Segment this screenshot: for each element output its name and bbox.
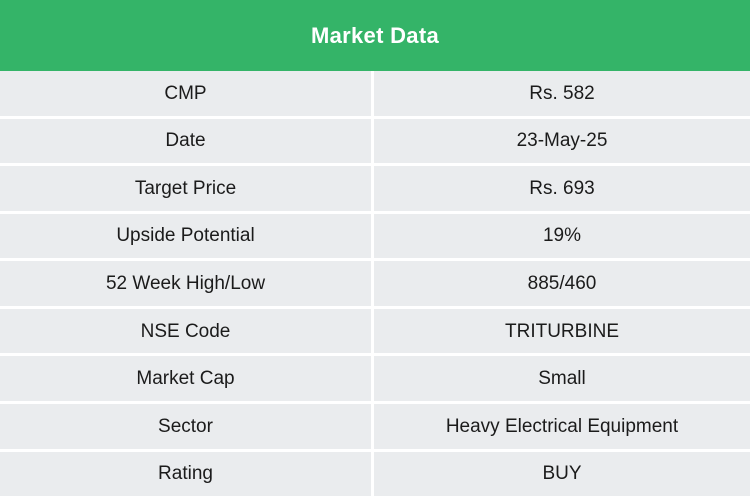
row-value: Rs. 582 bbox=[374, 71, 750, 116]
row-label: Market Cap bbox=[0, 356, 371, 401]
row-label: Date bbox=[0, 118, 371, 164]
row-value: Small bbox=[374, 356, 750, 401]
table-title: Market Data bbox=[310, 22, 440, 48]
row-value: Rs. 693 bbox=[374, 166, 750, 211]
row-label: 52 Week High/Low bbox=[0, 261, 371, 306]
row-value: TRITURBINE bbox=[374, 308, 750, 354]
table-row: Date 23-May-25 bbox=[0, 118, 750, 164]
row-label: Upside Potential bbox=[0, 213, 371, 259]
row-value: 885/460 bbox=[374, 261, 750, 306]
row-value: 19% bbox=[374, 213, 750, 259]
row-label: CMP bbox=[0, 71, 371, 116]
table-body: CMP Rs. 582 Date 23-May-25 Target Price … bbox=[0, 71, 750, 499]
row-label: NSE Code bbox=[0, 308, 371, 354]
table-header: Market Data bbox=[0, 0, 750, 71]
row-label: Sector bbox=[0, 403, 371, 449]
row-label: Rating bbox=[0, 451, 371, 497]
table-row: NSE Code TRITURBINE bbox=[0, 308, 750, 354]
table-row: Market Cap Small bbox=[0, 356, 750, 401]
row-label: Target Price bbox=[0, 166, 371, 211]
table-row: Sector Heavy Electrical Equipment bbox=[0, 403, 750, 449]
table-row: Rating BUY bbox=[0, 451, 750, 497]
table-row: CMP Rs. 582 bbox=[0, 71, 750, 116]
table-row: Upside Potential 19% bbox=[0, 213, 750, 259]
row-value: BUY bbox=[374, 451, 750, 497]
table-row: 52 Week High/Low 885/460 bbox=[0, 261, 750, 306]
table-row: Target Price Rs. 693 bbox=[0, 166, 750, 211]
row-value: 23-May-25 bbox=[374, 118, 750, 164]
row-value: Heavy Electrical Equipment bbox=[374, 403, 750, 449]
